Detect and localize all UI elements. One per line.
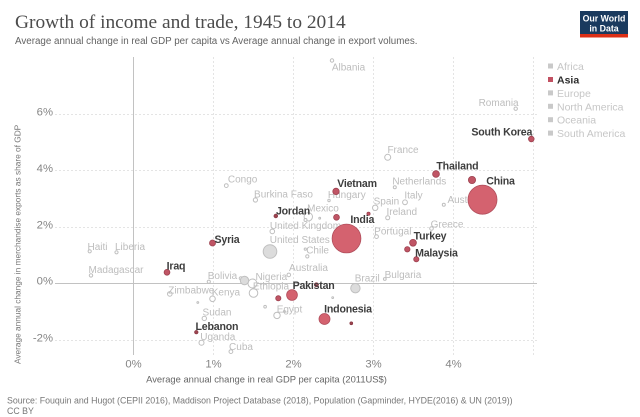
svg-text:Growth of income and trade, 19: Growth of income and trade, 1945 to 2014 <box>15 12 346 33</box>
svg-text:France: France <box>387 145 419 156</box>
svg-text:Austria: Austria <box>447 195 479 206</box>
svg-text:Lebanon: Lebanon <box>196 321 239 333</box>
svg-text:South Korea: South Korea <box>471 127 532 139</box>
svg-text:Cuba: Cuba <box>229 342 253 353</box>
svg-text:Burkina Faso: Burkina Faso <box>254 189 313 200</box>
svg-text:2%: 2% <box>37 220 53 232</box>
svg-text:2%: 2% <box>285 359 301 371</box>
svg-text:Portugal: Portugal <box>374 226 411 237</box>
svg-text:Africa: Africa <box>557 61 584 73</box>
svg-text:Oceania: Oceania <box>557 115 596 127</box>
svg-text:Kenya: Kenya <box>212 287 241 298</box>
svg-text:Syria: Syria <box>215 234 240 246</box>
svg-text:Nigeria: Nigeria <box>255 272 287 283</box>
svg-text:United States: United States <box>270 235 330 246</box>
svg-text:China: China <box>486 176 515 188</box>
svg-text:Vietnam: Vietnam <box>337 178 377 190</box>
svg-text:Congo: Congo <box>228 175 258 186</box>
svg-text:Chile: Chile <box>306 246 329 257</box>
svg-text:Brazil: Brazil <box>355 273 380 284</box>
svg-text:Greece: Greece <box>431 220 464 231</box>
svg-text:North America: North America <box>557 101 624 113</box>
svg-text:Indonesia: Indonesia <box>324 304 372 316</box>
svg-text:Bolivia: Bolivia <box>208 271 238 282</box>
svg-text:Netherlands: Netherlands <box>392 177 446 188</box>
svg-text:United Kingdom: United Kingdom <box>270 221 341 232</box>
svg-text:Europe: Europe <box>557 88 591 100</box>
svg-text:4%: 4% <box>37 163 53 175</box>
svg-text:3%: 3% <box>365 359 381 371</box>
svg-text:Asia: Asia <box>557 75 579 87</box>
svg-text:Italy: Italy <box>404 191 422 202</box>
svg-text:Egypt: Egypt <box>277 304 303 315</box>
svg-text:Madagascar: Madagascar <box>88 265 144 276</box>
svg-text:-2%: -2% <box>33 333 53 345</box>
svg-text:Zimbabwe: Zimbabwe <box>168 285 215 296</box>
svg-text:0%: 0% <box>37 276 53 288</box>
svg-text:0%: 0% <box>125 359 141 371</box>
svg-text:in Data: in Data <box>589 24 618 34</box>
svg-text:Turkey: Turkey <box>414 231 447 243</box>
svg-text:Jordan: Jordan <box>276 205 310 217</box>
svg-text:Pakistan: Pakistan <box>293 280 335 292</box>
svg-text:Our World: Our World <box>583 14 626 24</box>
svg-text:1%: 1% <box>205 359 221 371</box>
svg-text:Spain: Spain <box>374 197 400 208</box>
svg-text:Ethiopia: Ethiopia <box>253 282 290 293</box>
svg-text:Average annual change in real: Average annual change in real GDP per ca… <box>15 36 417 47</box>
svg-text:Malaysia: Malaysia <box>415 247 458 259</box>
svg-text:CC BY: CC BY <box>7 406 34 416</box>
svg-text:4%: 4% <box>445 359 461 371</box>
svg-text:Australia: Australia <box>289 263 328 274</box>
svg-text:South America: South America <box>557 128 625 140</box>
svg-text:Liberia: Liberia <box>115 242 145 253</box>
svg-text:Average annual change in real: Average annual change in real GDP per ca… <box>146 374 387 385</box>
svg-text:Mexico: Mexico <box>307 204 339 215</box>
svg-text:Thailand: Thailand <box>436 160 478 172</box>
svg-text:Sudan: Sudan <box>203 307 232 318</box>
svg-text:India: India <box>350 214 374 226</box>
svg-text:Hungary: Hungary <box>328 190 366 201</box>
svg-text:Uganda: Uganda <box>200 332 235 343</box>
svg-text:Bulgaria: Bulgaria <box>385 270 422 281</box>
svg-text:Romania: Romania <box>479 98 519 109</box>
svg-text:Source: Fouquin and Hugot (CEP: Source: Fouquin and Hugot (CEPII 2016), … <box>7 396 513 406</box>
svg-text:Iraq: Iraq <box>167 261 186 273</box>
svg-text:Ireland: Ireland <box>387 207 418 218</box>
svg-text:Average annual change in merch: Average annual change in merchandise exp… <box>13 124 23 364</box>
svg-text:Haiti: Haiti <box>87 242 107 253</box>
svg-text:Albania: Albania <box>332 63 366 74</box>
svg-text:6%: 6% <box>37 107 53 119</box>
